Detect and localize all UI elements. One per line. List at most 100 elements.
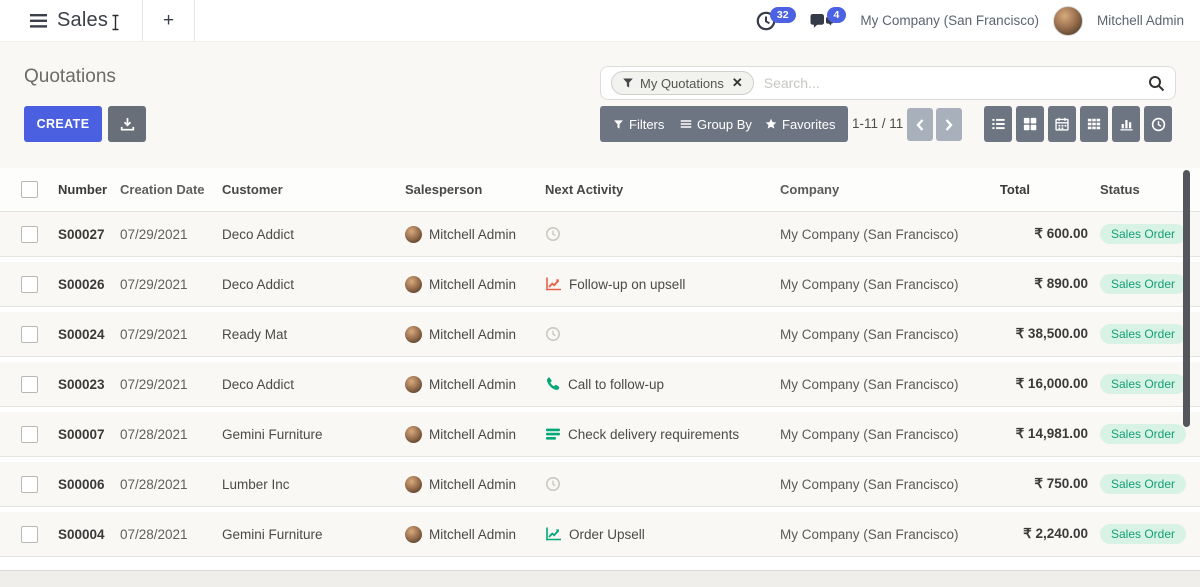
export-button[interactable] bbox=[108, 106, 146, 142]
app-name[interactable]: Sales bbox=[57, 9, 109, 31]
row-salesperson: Mitchell Admin bbox=[405, 525, 545, 543]
row-checkbox-cell bbox=[0, 475, 58, 493]
table-row[interactable]: S00023 07/29/2021 Deco Addict Mitchell Admi… bbox=[0, 362, 1200, 407]
row-total: ₹ 600.00 bbox=[1034, 226, 1088, 241]
activity-label: Check delivery requirements bbox=[568, 426, 740, 442]
row-customer: Deco Addict bbox=[222, 226, 295, 242]
row-checkbox[interactable] bbox=[20, 225, 38, 243]
pivot-view-icon bbox=[1087, 117, 1101, 131]
phone-icon[interactable] bbox=[545, 376, 561, 392]
chart-up-icon[interactable] bbox=[545, 276, 562, 292]
table-header: Number Creation Date Customer Salesperso… bbox=[0, 168, 1200, 212]
column-header-total[interactable]: Total bbox=[999, 182, 1030, 197]
search-box[interactable]: My Quotations ✕ Search... bbox=[600, 66, 1176, 100]
row-checkbox[interactable] bbox=[20, 275, 38, 293]
table-body: S00027 07/29/2021 Deco Addict Mitchell Admi… bbox=[0, 212, 1200, 557]
column-header-creation-date[interactable]: Creation Date bbox=[120, 182, 205, 197]
graph-view-icon bbox=[1119, 117, 1134, 131]
user-menu[interactable]: Mitchell Admin bbox=[1096, 13, 1184, 28]
activities-button[interactable]: 32 bbox=[755, 6, 796, 32]
activity-label: Follow-up on upsell bbox=[569, 276, 686, 292]
row-next-activity: Call to follow-up bbox=[545, 376, 780, 392]
company-switcher[interactable]: My Company (San Francisco) bbox=[860, 13, 1039, 28]
filters-button[interactable]: Filters bbox=[600, 106, 678, 142]
filter-chip[interactable]: My Quotations ✕ bbox=[611, 71, 754, 95]
column-header-next-activity[interactable]: Next Activity bbox=[545, 182, 624, 197]
row-number: S00027 bbox=[58, 226, 105, 242]
group-by-button-label: Group By bbox=[697, 116, 752, 132]
view-graph-button[interactable] bbox=[1112, 106, 1140, 142]
row-company: My Company (San Francisco) bbox=[780, 226, 959, 242]
view-list-button[interactable] bbox=[984, 106, 1012, 142]
salesperson-avatar bbox=[405, 275, 422, 293]
column-header-number[interactable]: Number bbox=[58, 182, 108, 197]
menu-icon[interactable] bbox=[30, 13, 47, 28]
chart-up-icon[interactable] bbox=[545, 526, 562, 542]
row-next-activity bbox=[545, 326, 780, 342]
table-row[interactable]: S00027 07/29/2021 Deco Addict Mitchell Admi… bbox=[0, 212, 1200, 257]
row-company: My Company (San Francisco) bbox=[780, 326, 959, 342]
funnel-icon bbox=[622, 77, 634, 89]
status-badge: Sales Order bbox=[1100, 324, 1187, 344]
messages-button[interactable]: 4 bbox=[810, 6, 847, 32]
column-header-company[interactable]: Company bbox=[780, 182, 840, 197]
download-icon bbox=[120, 117, 135, 132]
row-status: Sales Order bbox=[1088, 324, 1200, 344]
table-row[interactable]: S00026 07/29/2021 Deco Addict Mitchell Admi… bbox=[0, 262, 1200, 307]
status-badge: Sales Order bbox=[1100, 274, 1187, 294]
search-input[interactable]: Search... bbox=[763, 75, 820, 91]
quotations-table: Number Creation Date Customer Salesperso… bbox=[0, 168, 1200, 570]
view-pivot-button[interactable] bbox=[1080, 106, 1108, 142]
select-all-checkbox[interactable] bbox=[20, 181, 38, 198]
app-menu-tab[interactable]: Sales bbox=[0, 0, 144, 41]
table-row[interactable]: S00004 07/28/2021 Gemini Furniture Mitchell… bbox=[0, 512, 1200, 557]
row-checkbox[interactable] bbox=[20, 475, 38, 493]
view-calendar-button[interactable] bbox=[1048, 106, 1076, 142]
text-cursor-icon bbox=[111, 14, 120, 31]
row-total: ₹ 2,240.00 bbox=[1023, 526, 1088, 541]
row-checkbox-cell bbox=[0, 325, 58, 343]
message-count-badge: 4 bbox=[826, 6, 847, 23]
row-salesperson: Mitchell Admin bbox=[405, 325, 545, 343]
chevron-right-icon bbox=[944, 118, 954, 132]
column-header-status[interactable]: Status bbox=[1100, 182, 1140, 197]
view-activity-button[interactable] bbox=[1144, 106, 1172, 142]
table-row[interactable]: S00024 07/29/2021 Ready Mat Mitchell Admin M… bbox=[0, 312, 1200, 357]
row-checkbox[interactable] bbox=[20, 375, 38, 393]
group-by-button[interactable]: Group By bbox=[667, 106, 765, 142]
view-kanban-button[interactable] bbox=[1016, 106, 1044, 142]
row-total: ₹ 750.00 bbox=[1034, 476, 1088, 491]
row-salesperson: Mitchell Admin bbox=[405, 475, 545, 493]
control-panel: Quotations My Quotations ✕ Search... CRE… bbox=[0, 42, 1200, 168]
row-checkbox[interactable] bbox=[20, 325, 38, 343]
calendar-view-icon bbox=[1055, 117, 1069, 131]
status-badge: Sales Order bbox=[1100, 374, 1187, 394]
create-button[interactable]: CREATE bbox=[24, 106, 102, 142]
user-avatar[interactable] bbox=[1052, 5, 1083, 36]
column-header-customer[interactable]: Customer bbox=[222, 182, 283, 197]
salesperson-avatar bbox=[405, 225, 422, 243]
salesperson-name: Mitchell Admin bbox=[429, 476, 517, 492]
table-row[interactable]: S00007 07/28/2021 Gemini Furniture Mitchell… bbox=[0, 412, 1200, 457]
row-customer: Lumber Inc bbox=[222, 476, 290, 492]
new-tab-button[interactable]: + bbox=[143, 0, 196, 41]
favorites-button[interactable]: Favorites bbox=[752, 106, 849, 142]
search-icon[interactable] bbox=[1148, 75, 1165, 92]
tasks-icon[interactable] bbox=[545, 426, 561, 442]
activity-view-icon bbox=[1151, 117, 1166, 132]
clock-icon[interactable] bbox=[545, 326, 561, 342]
column-header-salesperson[interactable]: Salesperson bbox=[405, 182, 483, 197]
pager-next-button[interactable] bbox=[936, 108, 962, 141]
row-creation-date: 07/28/2021 bbox=[120, 476, 188, 492]
table-row[interactable]: S00006 07/28/2021 Lumber Inc Mitchell Admin… bbox=[0, 462, 1200, 507]
row-checkbox[interactable] bbox=[20, 425, 38, 443]
row-checkbox[interactable] bbox=[20, 525, 38, 543]
list-lines-icon bbox=[680, 118, 692, 130]
clock-icon[interactable] bbox=[545, 226, 561, 242]
clock-icon[interactable] bbox=[545, 476, 561, 492]
footer-strip bbox=[0, 570, 1200, 587]
vertical-scrollbar[interactable] bbox=[1183, 170, 1190, 427]
pager-previous-button[interactable] bbox=[907, 108, 933, 141]
remove-filter-icon[interactable]: ✕ bbox=[731, 75, 743, 90]
row-company: My Company (San Francisco) bbox=[780, 426, 959, 442]
